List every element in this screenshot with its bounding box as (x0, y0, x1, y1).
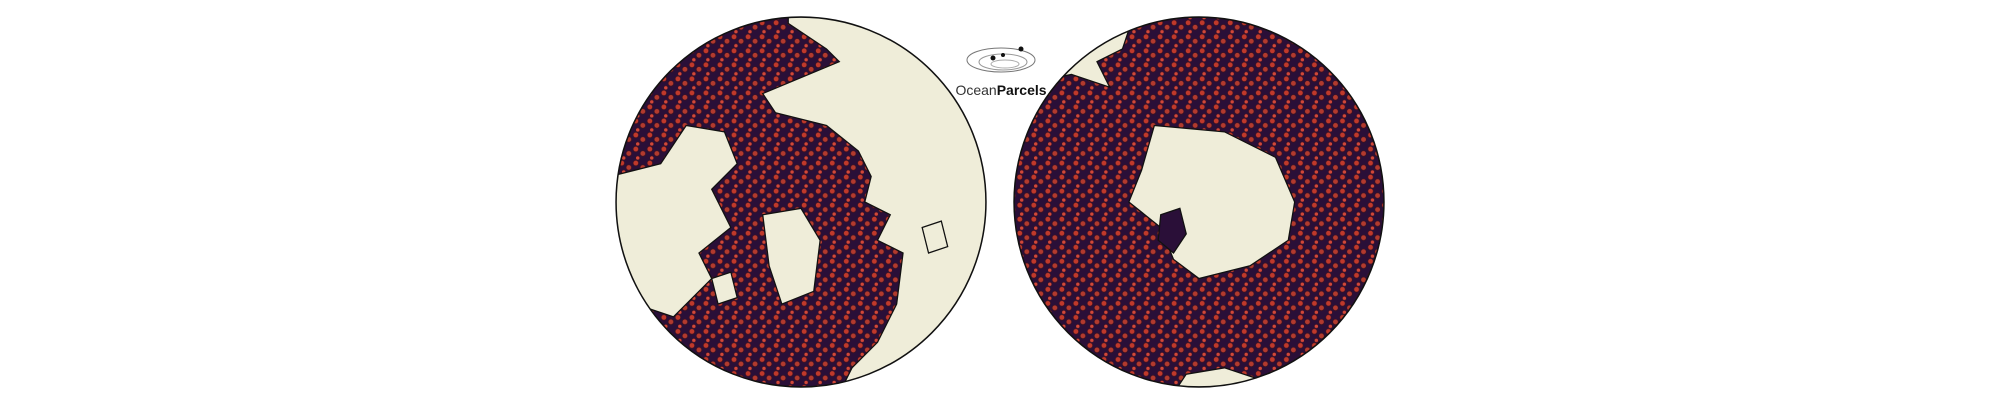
north-globe (615, 16, 987, 388)
land (710, 271, 738, 305)
logo-dot (1001, 53, 1005, 57)
land (921, 220, 949, 254)
logo-text-light: Ocean (955, 82, 996, 98)
south-globe (1013, 16, 1385, 388)
logo-text: OceanParcels (955, 82, 1046, 98)
ice-shelf-sea (1157, 207, 1187, 254)
logo-dot (990, 55, 996, 61)
logo-orbit (966, 47, 1036, 73)
land (1172, 367, 1278, 387)
logo-text-bold: Parcels (997, 82, 1047, 98)
logo-orbit (990, 59, 1020, 69)
logo-dot (1018, 46, 1024, 52)
logo: OceanParcels (955, 46, 1047, 98)
land (761, 17, 986, 387)
globe-outline (615, 16, 987, 388)
land (762, 207, 821, 305)
globe-outline (1013, 16, 1385, 388)
